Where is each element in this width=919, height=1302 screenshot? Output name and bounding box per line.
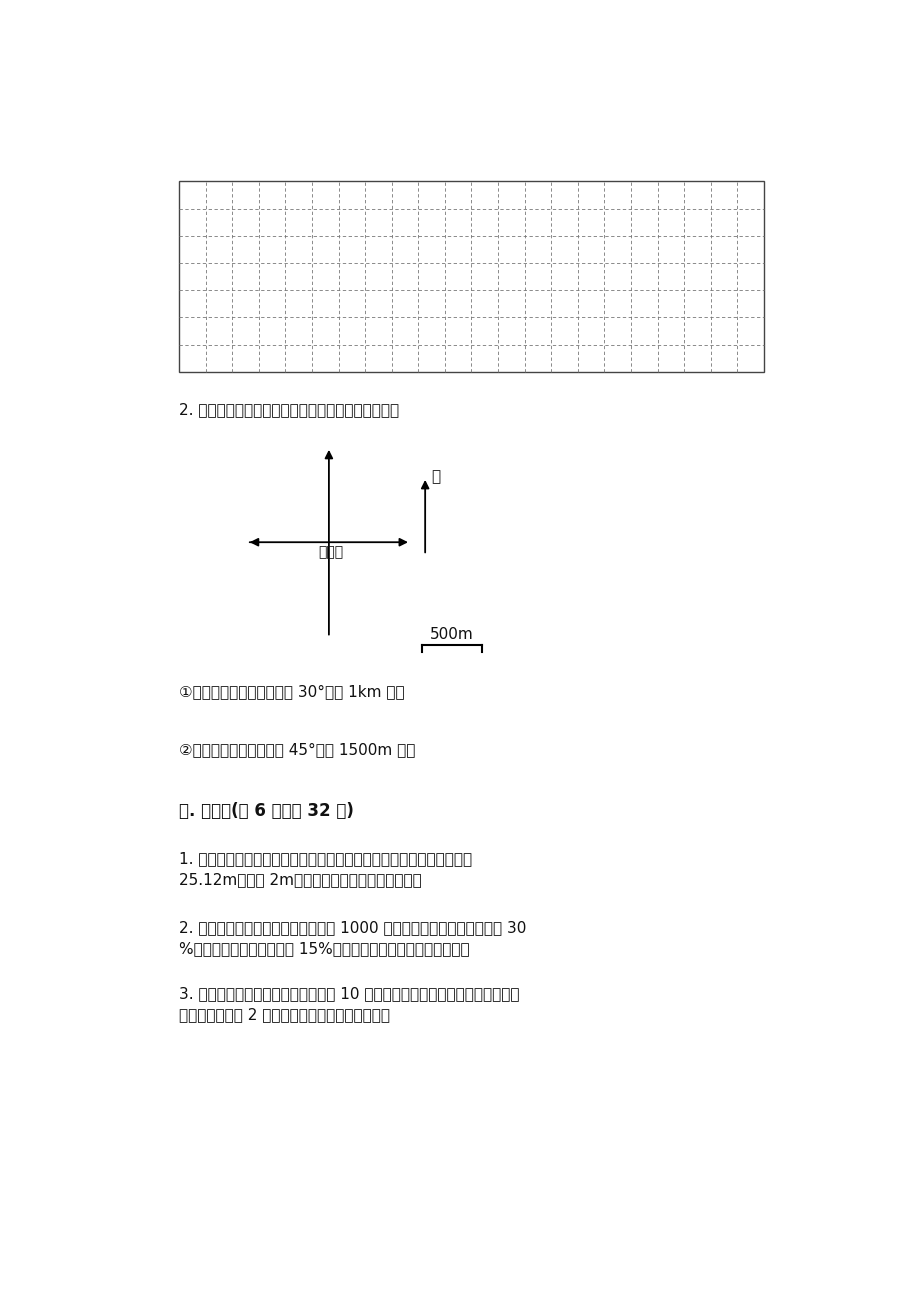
Text: 北: 北	[430, 469, 439, 484]
Bar	[179, 181, 763, 372]
Text: 电视塔: 电视塔	[318, 546, 343, 560]
Text: 2. 某校六年级同学为希望小学募捐了 1000 支笔，其中铅笔占募捐总数的 30
%，圆珠笔的数量占总数的 15%，共募捐了多少支铅笔和圆珠笔？: 2. 某校六年级同学为希望小学募捐了 1000 支笔，其中铅笔占募捐总数的 30…	[179, 921, 526, 956]
Text: 1. 一个圆柱形水池，在水池内壁和底部都镶上瓷砖，水池内部底面周长
25.12m，池深 2m，镶瓷砖的面积是多少平方米？: 1. 一个圆柱形水池，在水池内壁和底部都镶上瓷砖，水池内部底面周长 25.12m…	[179, 852, 471, 887]
Text: 500m: 500m	[429, 628, 473, 642]
Text: ②商场在电视塔的南偏西 45°方向 1500m 处。: ②商场在电视塔的南偏西 45°方向 1500m 处。	[179, 742, 415, 756]
Text: 六. 解答题(共 6 题，共 32 分): 六. 解答题(共 6 题，共 32 分)	[179, 802, 354, 820]
Text: 2. 根据下面的描述，在平面图上标出各场所的位置。: 2. 根据下面的描述，在平面图上标出各场所的位置。	[179, 402, 399, 417]
Text: ①乐乐家在电视塔的北偏东 30°方向 1km 处。: ①乐乐家在电视塔的北偏东 30°方向 1km 处。	[179, 685, 404, 699]
Text: 3. 一个圆柱形玻璃容器的底面直径是 10 厘米，把一块铁块从这个容器的水中取
出后，水面下降 2 厘米，这块铁块的体积是多少？: 3. 一个圆柱形玻璃容器的底面直径是 10 厘米，把一块铁块从这个容器的水中取 …	[179, 987, 519, 1022]
